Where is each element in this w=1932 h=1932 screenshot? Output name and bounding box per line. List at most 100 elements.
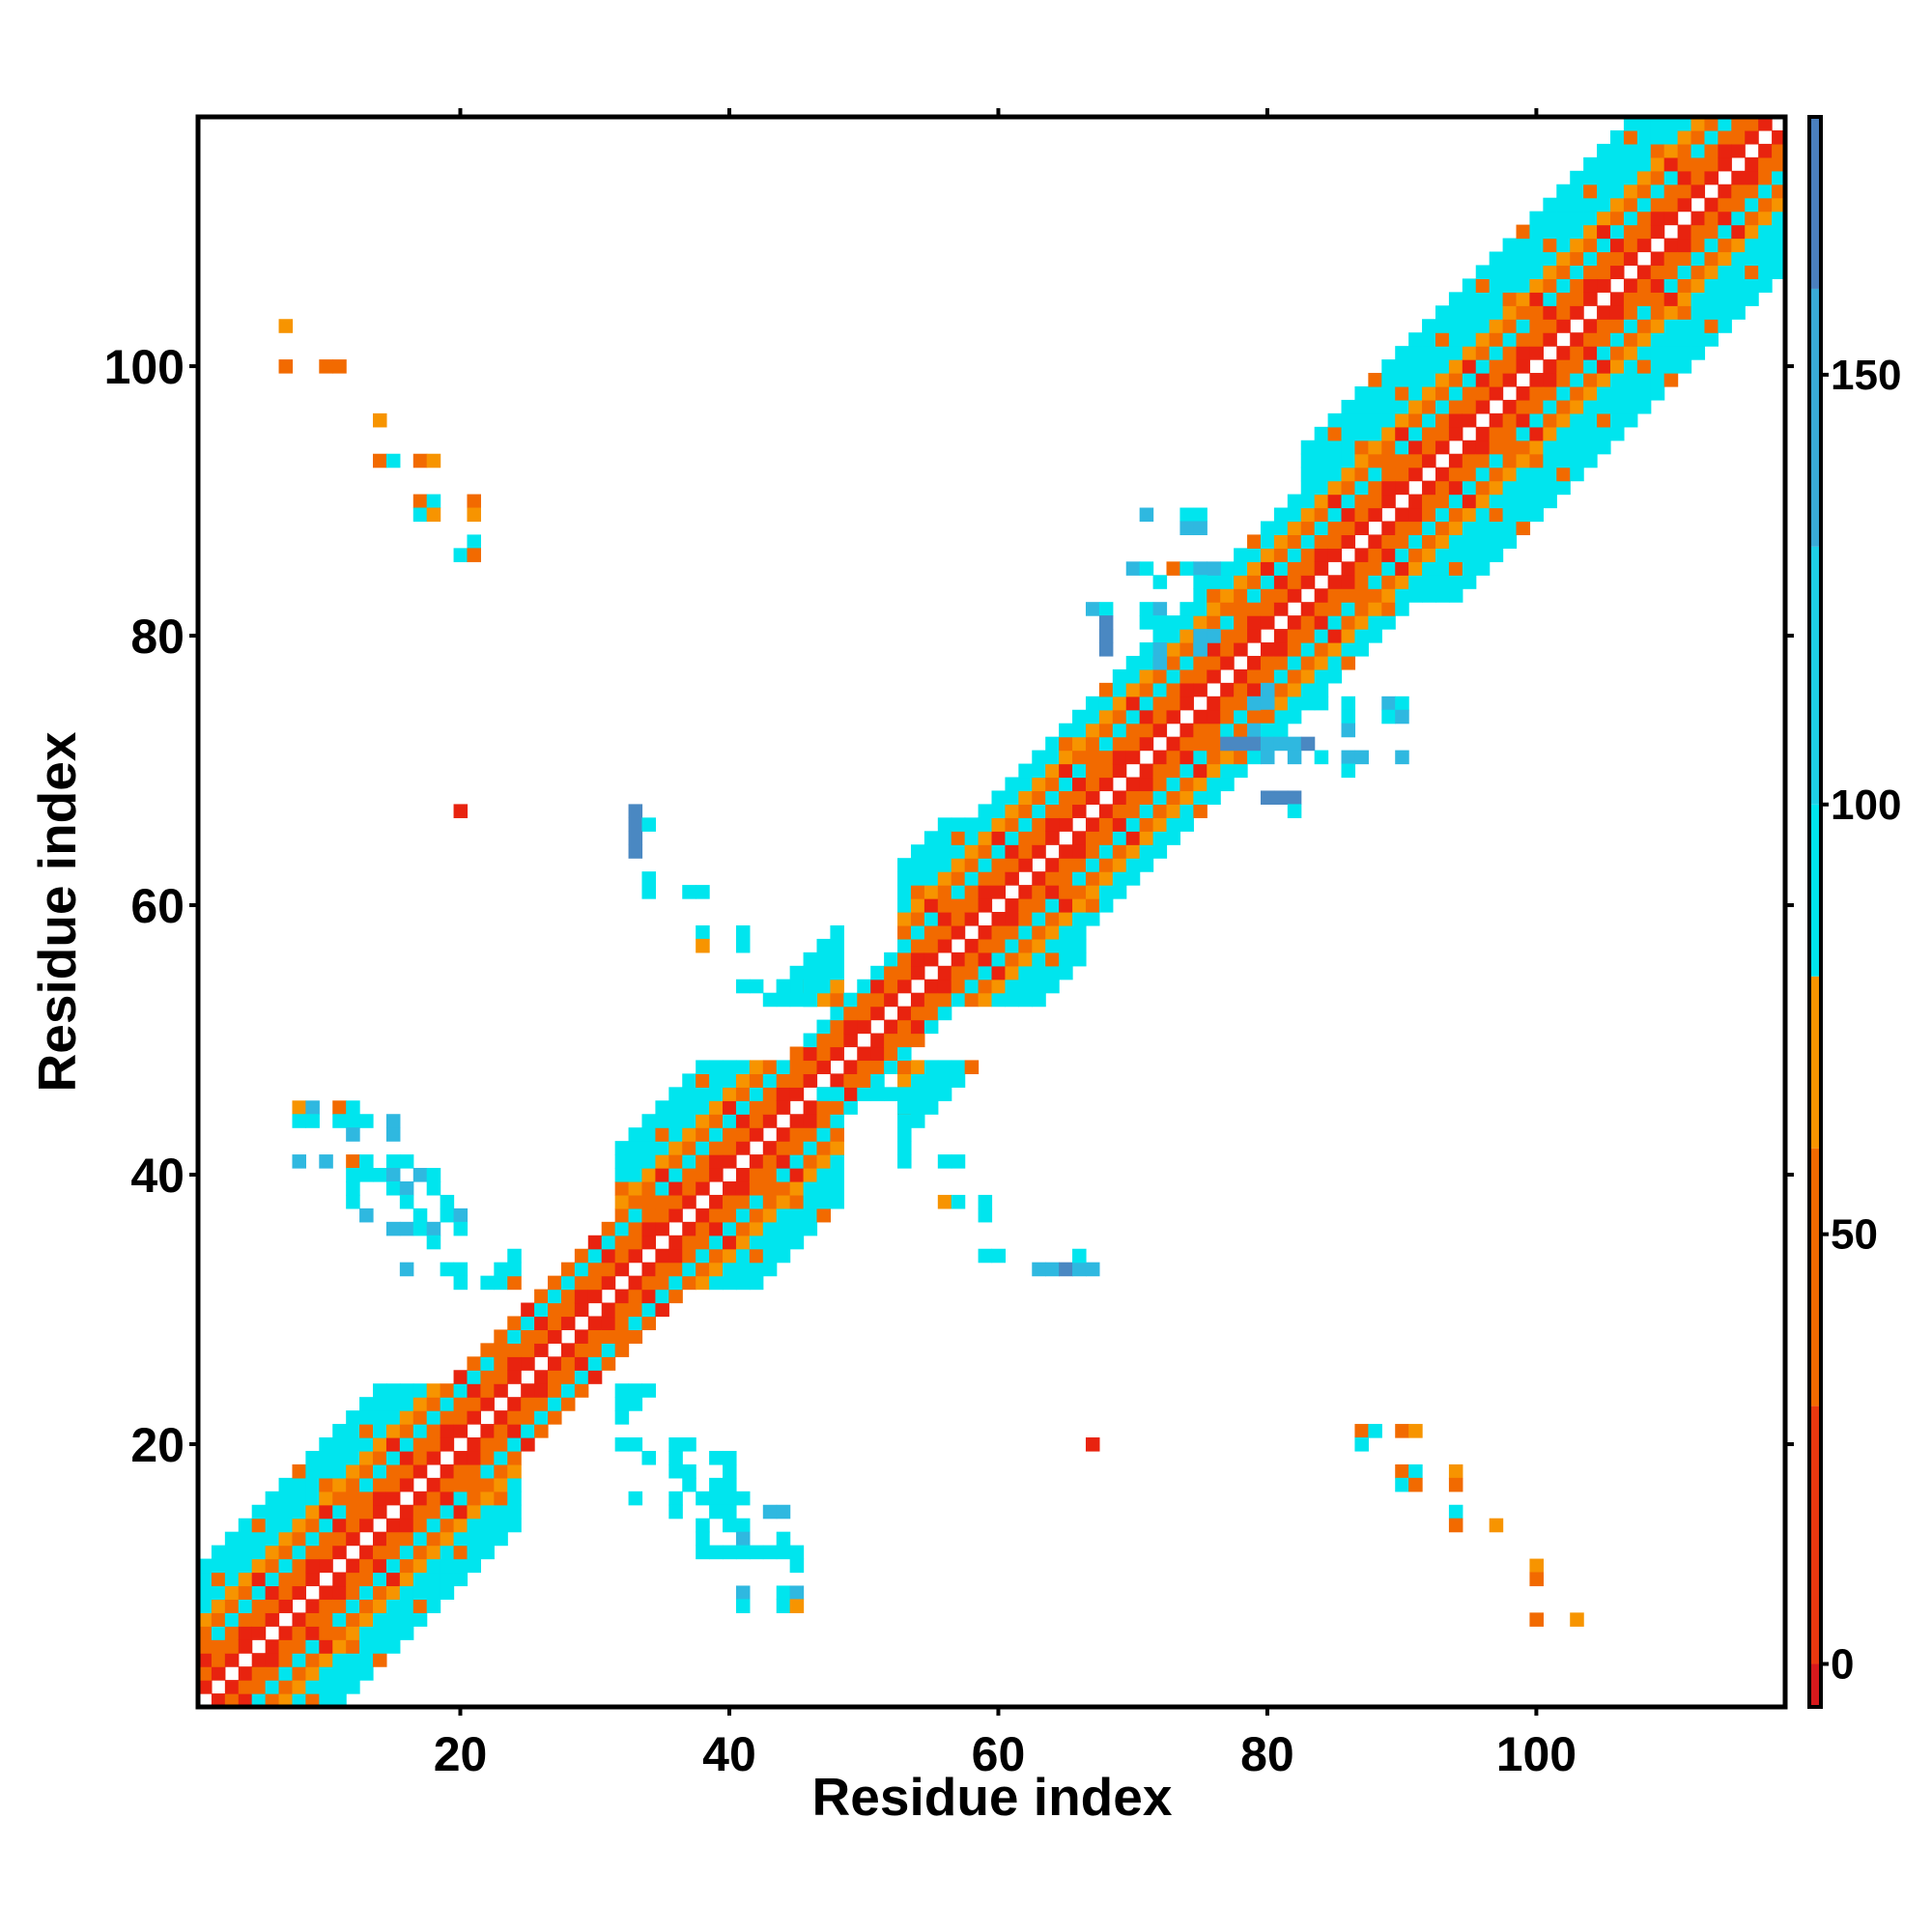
contact-cell [776,1180,791,1196]
contact-cell [1005,952,1019,967]
contact-cell [1152,668,1168,684]
contact-cell [412,1518,428,1533]
contact-cell [587,1343,603,1357]
contact-cell [923,1006,939,1021]
contact-cell [735,1518,751,1533]
contact-cell [1368,534,1382,549]
contact-cell [709,1168,724,1182]
contact-cell [1772,265,1786,279]
contact-cell [1422,521,1436,536]
contact-cell [1260,575,1275,589]
contact-cell [1583,373,1598,387]
contact-cell [709,1154,724,1169]
contact-cell [332,1100,347,1115]
contact-cell [1341,629,1356,643]
contact-cell [830,924,844,940]
contact-cell [735,1127,751,1142]
contact-cell [1556,346,1571,360]
contact-cell [1098,871,1114,886]
contact-cell [601,1302,616,1318]
contact-cell [655,1100,669,1115]
contact-cell [1516,399,1531,414]
contact-cell [305,1612,320,1627]
contact-cell [1193,736,1208,752]
contact-cell [440,1262,455,1277]
contact-cell [1314,668,1329,684]
contact-cell [467,1531,481,1547]
contact-cell [1125,696,1141,711]
contact-cell [601,1262,616,1277]
contact-cell [1179,615,1194,630]
contact-cell [668,1289,683,1304]
contact-cell [385,1168,401,1182]
contact-cell [1260,602,1275,616]
contact-cell [1650,292,1665,306]
contact-cell [399,1585,414,1601]
contact-cell [1327,534,1343,549]
contact-cell [910,992,925,1008]
contact-cell [641,1154,656,1169]
contact-cell [843,1019,858,1035]
contact-cell [453,1531,469,1547]
contact-cell [1381,548,1396,562]
contact-cell [830,952,844,967]
contact-cell [426,1491,441,1506]
contact-cell [1435,305,1450,320]
contact-cell [776,1168,791,1182]
contact-cell [1098,750,1114,765]
contact-cell [1489,278,1504,293]
contact-cell [467,1504,481,1520]
contact-cell [951,912,966,926]
contact-cell [1690,211,1706,226]
contact-cell [1193,723,1208,738]
contact-cell [1422,575,1436,589]
contact-cell [1032,763,1046,779]
contact-cell [1314,682,1329,697]
contact-cell [1462,319,1477,333]
contact-cell [1448,385,1463,401]
contact-cell [494,1463,508,1479]
contact-cell [385,1114,401,1128]
contact-cell [1636,211,1652,226]
contact-cell [548,1370,562,1384]
contact-cell [1287,655,1302,670]
contact-cell [1435,575,1450,589]
contact-cell [560,1262,576,1277]
contact-cell [1422,412,1436,428]
contact-cell [1125,750,1141,765]
contact-cell [1570,170,1584,185]
contact-cell [1179,668,1194,684]
contact-cell [1516,385,1531,401]
contact-cell [1220,602,1235,616]
contact-cell [641,1383,656,1398]
contact-cell [897,1087,912,1101]
contact-cell [1745,278,1759,293]
contact-cell [1005,898,1019,913]
contact-cell [412,1463,428,1479]
contact-cell [1287,682,1302,697]
contact-cell [1327,521,1343,536]
contact-cell [346,1450,360,1465]
contact-cell [1731,170,1746,185]
contact-cell [1502,507,1518,523]
contact-cell [628,1168,643,1182]
contact-cell [668,1491,683,1506]
contact-cell [373,1437,387,1452]
contact-cell [1207,668,1221,684]
contact-cell [723,1262,737,1277]
contact-cell [574,1343,589,1357]
contact-cell [1570,426,1584,441]
contact-cell [560,1289,576,1304]
contact-cell [1166,668,1181,684]
contact-cell [1516,238,1531,253]
contact-cell [1059,1262,1073,1277]
contact-cell [1597,184,1611,199]
contact-cell [1179,763,1194,779]
contact-cell [1368,426,1382,441]
contact-cell [749,1154,764,1169]
contact-cell [399,1477,414,1492]
contact-cell [1125,723,1141,738]
contact-cell [480,1370,495,1384]
contact-cell [385,1626,401,1640]
contact-cell [292,1693,306,1708]
